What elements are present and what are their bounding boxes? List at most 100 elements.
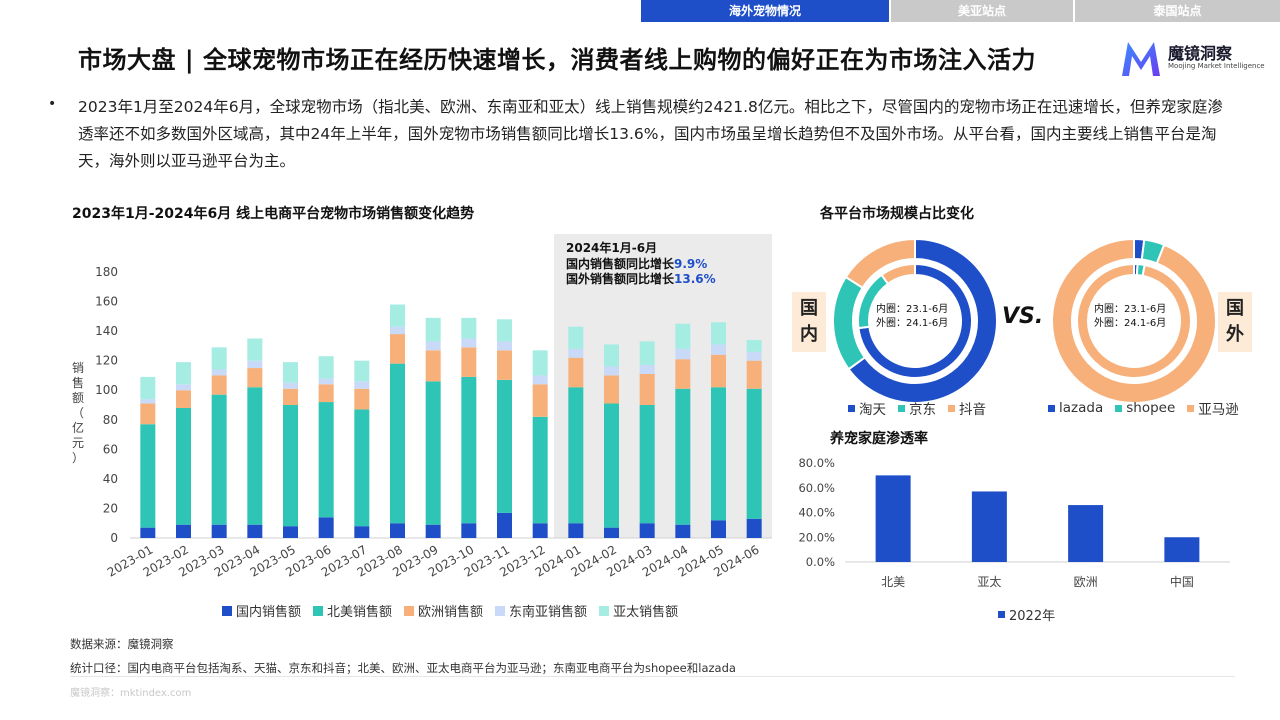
x-tick-label: 亚太 [977, 574, 1001, 589]
bar-segment [711, 354, 726, 388]
penetration-legend: 2022年 [998, 605, 1067, 624]
bar-segment [711, 387, 726, 521]
bullet-icon: • [48, 96, 57, 112]
bar-segment [604, 344, 619, 367]
bar-segment [746, 351, 762, 361]
bar-segment [283, 388, 298, 405]
bar-segment [318, 378, 334, 385]
highlight-heading: 2024年1月-6月 [566, 240, 657, 255]
bar-segment [247, 338, 263, 361]
bar-segment [354, 360, 370, 382]
y-tick-label: 100 [95, 383, 118, 397]
bar-segment [639, 523, 655, 538]
inner-ring-slice [880, 262, 916, 286]
legend-swatch [1115, 404, 1123, 412]
legend-swatch [404, 605, 415, 616]
outer-ring-slice [1051, 237, 1217, 404]
bar-segment [568, 326, 584, 349]
summary-text: 2023年1月至2024年6月，全球宠物市场（指北美、欧洲、东南亚和亚太）线上销… [78, 98, 1223, 170]
bar-segment [497, 350, 512, 380]
y-tick-label: 0 [110, 531, 118, 545]
bar-segment [675, 323, 691, 349]
bar-segment [176, 407, 191, 525]
bar-segment [532, 416, 548, 524]
bar-segment [354, 388, 370, 410]
x-tick-label: 中国 [1170, 574, 1194, 589]
bar-segment [176, 384, 191, 391]
legend-swatch [495, 605, 506, 616]
legend-label: 东南亚销售额 [509, 605, 588, 620]
bar-segment [461, 376, 477, 524]
bar-segment [354, 526, 370, 538]
bar-segment [711, 322, 726, 345]
logo-subtitle: Moojing Market Intelligence [1168, 62, 1265, 70]
legend-label: 淘天 [859, 402, 886, 418]
y-tick-label: 60.0% [798, 481, 835, 495]
bar-segment [211, 394, 227, 525]
tab-thailand[interactable]: 泰国站点 [1075, 0, 1280, 22]
bar-segment [247, 387, 263, 525]
legend-label: 北美销售额 [327, 605, 393, 620]
legend-item: 2022年 [998, 605, 1055, 624]
y-axis-label-char: （ [72, 406, 84, 420]
tab-overseas-pets[interactable]: 海外宠物情况 [641, 0, 889, 22]
bar-segment [247, 368, 263, 388]
data-source: 数据来源：魔镜洞察 [70, 637, 174, 651]
legend-swatch [848, 404, 855, 412]
penetration-chart: 0.0% 20.0% 40.0% 60.0% 80.0% 北美 亚太 欧洲 中国 [798, 456, 1230, 589]
page-title: 市场大盘 | 全球宠物市场正在经历快速增长，消费者线上购物的偏好正在为市场注入活… [78, 46, 1036, 74]
bar-segment [746, 339, 762, 352]
legend-item: lazada [1048, 400, 1103, 416]
legend-label: 欧洲销售额 [418, 605, 484, 620]
legend-label: 亚马逊 [1198, 402, 1239, 418]
legend-item: 亚马逊 [1187, 398, 1239, 418]
x-tick-label: 北美 [881, 575, 905, 589]
bar-segment [639, 405, 655, 524]
bar-segment [283, 526, 298, 538]
data-scope: 统计口径：国内电商平台包括淘系、天猫、京东和抖音；北美、欧洲、亚太电商平台为亚马… [70, 661, 736, 675]
platform-share-title: 各平台市场规模占比变化 [820, 206, 974, 222]
legend-swatch [1048, 404, 1055, 412]
bar-segment [532, 384, 548, 417]
domestic-legend: 淘天 京东 抖音 [848, 398, 998, 418]
bar-segment [711, 520, 726, 538]
bar-segment [390, 334, 405, 364]
bar-segment [568, 523, 584, 538]
legend-swatch [998, 611, 1005, 618]
y-axis-label-char: 额 [72, 391, 84, 405]
bar-segment [140, 424, 156, 528]
domestic-center-label: 内圈：23.1-6月 外圈：24.1-6月 [876, 303, 948, 331]
bar-segment [497, 379, 512, 513]
bar-segment [354, 381, 370, 389]
y-tick-label: 160 [95, 295, 118, 309]
y-tick-label: 140 [95, 324, 118, 338]
bar-segment [390, 363, 405, 524]
legend-label: 亚太销售额 [613, 605, 679, 620]
bar-segment [283, 362, 298, 383]
bar-segment [354, 409, 370, 527]
overseas-side-label: 国外 [1218, 292, 1252, 352]
bar-segment [639, 365, 655, 374]
y-tick-label: 40.0% [798, 506, 835, 520]
legend-item: 北美销售额 [313, 601, 392, 620]
bar-segment [461, 523, 477, 538]
bar-segment [532, 523, 548, 538]
bar-segment [425, 524, 441, 538]
bar-segment [176, 390, 191, 408]
logo-m-icon [1122, 42, 1160, 76]
bar [971, 491, 1007, 562]
legend-label: 2022年 [1009, 609, 1056, 624]
bar-segment [497, 319, 512, 342]
inner-ring-slice [1076, 262, 1192, 379]
bar-segment [211, 524, 227, 538]
highlight-line-2: 国外销售额同比增长13.6% [566, 271, 716, 286]
legend-swatch [948, 404, 955, 412]
logo-name: 魔镜洞察 [1168, 44, 1233, 63]
tab-us-amazon[interactable]: 美亚站点 [891, 0, 1073, 22]
bar-segment [390, 523, 405, 538]
y-tick-label: 60 [103, 442, 118, 456]
vs-label: VS. [1002, 304, 1044, 329]
y-tick-label: 0.0% [806, 555, 835, 569]
bar-segment [461, 338, 477, 348]
bar-segment [390, 304, 405, 327]
